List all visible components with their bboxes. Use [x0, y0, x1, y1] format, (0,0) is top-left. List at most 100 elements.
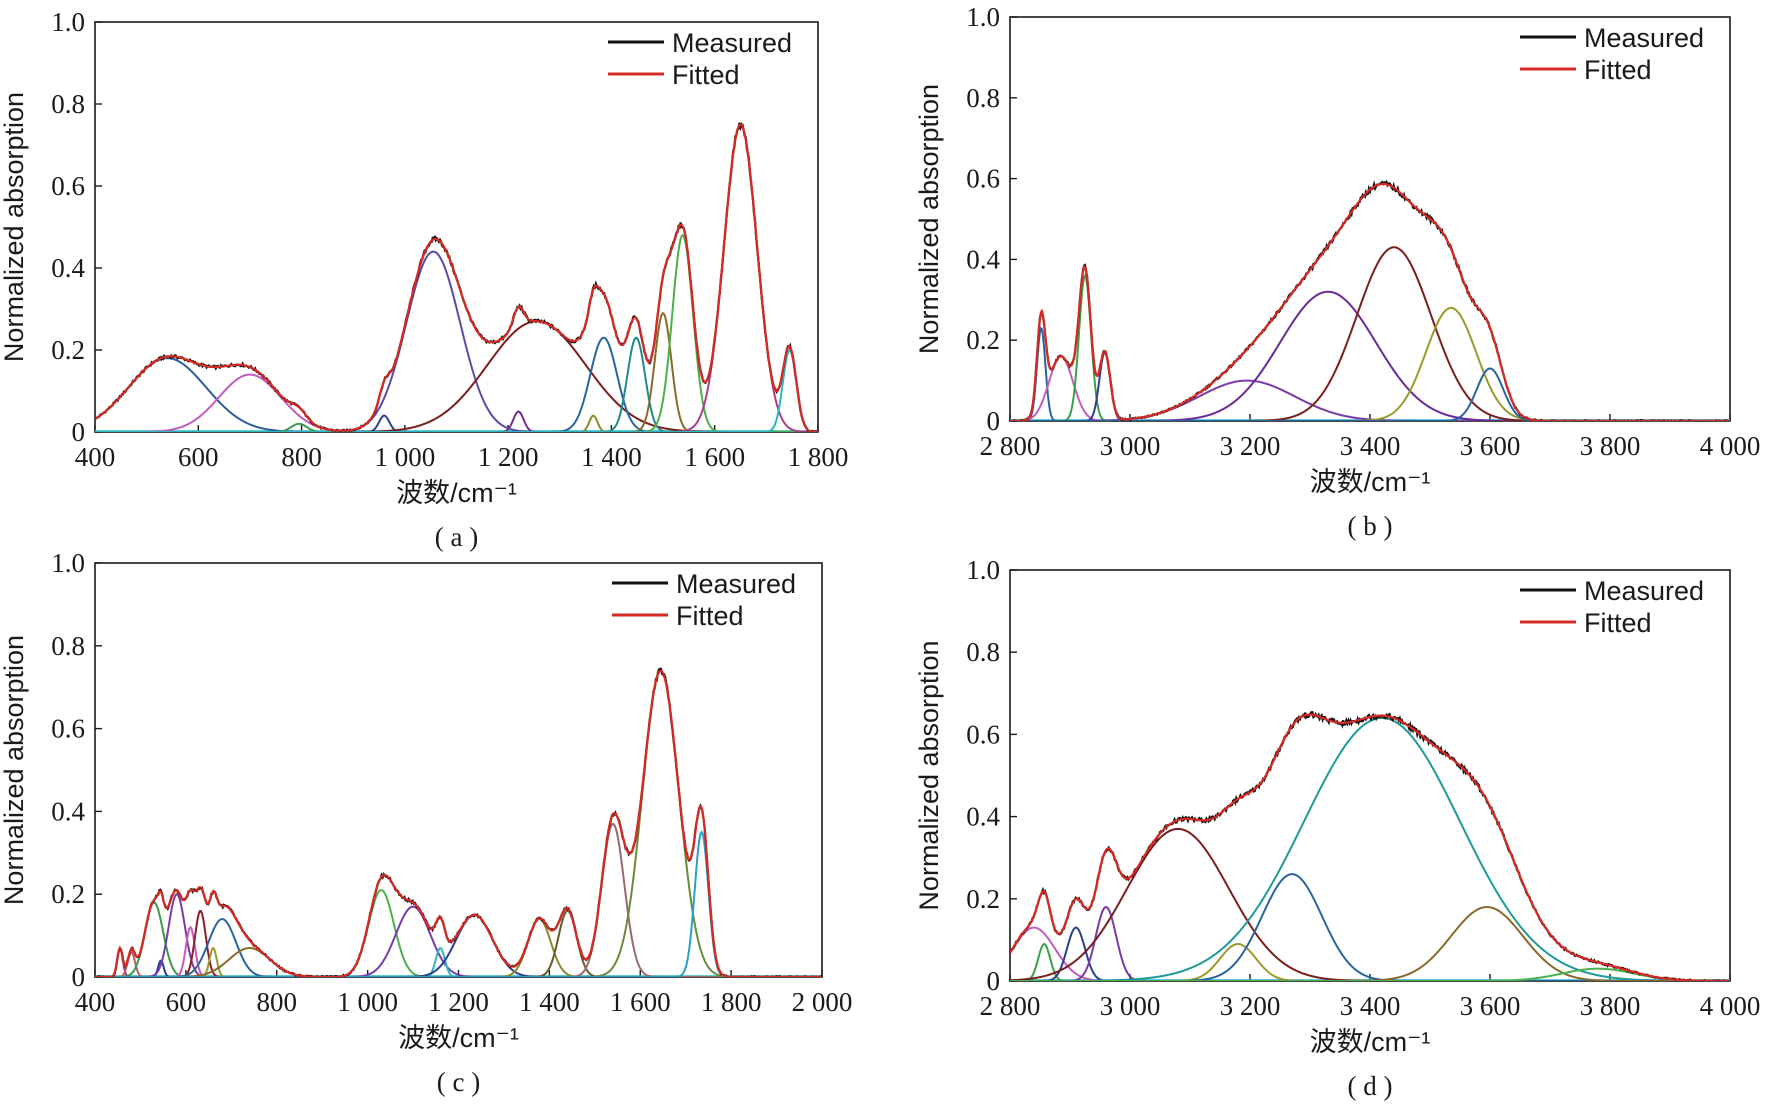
y-axis-title: Normalized absorption	[0, 635, 29, 905]
x-tick-label: 3 400	[1340, 431, 1401, 461]
x-tick-label: 3 200	[1220, 991, 1281, 1021]
panel-b: 0 0.2 0.4 0.6 0.8 1.0 2 800 3 000 3 200 3 400 3 60…	[914, 2, 1760, 541]
legend-label-measured: Measured	[1584, 23, 1704, 53]
x-tick-label: 4 000	[1700, 991, 1761, 1021]
y-tick-label: 0.4	[966, 802, 1000, 832]
component-peak-4	[1010, 350, 1730, 421]
x-tick-label: 3 800	[1580, 991, 1641, 1021]
component-peak-7	[1010, 246, 1730, 421]
x-tick-label: 600	[178, 442, 219, 472]
component-peak-14	[95, 349, 818, 432]
component-peak-8	[1010, 716, 1730, 981]
component-peak-12	[95, 233, 818, 432]
y-tick-label: 0.2	[51, 335, 85, 365]
x-axis-title: 波数/cm⁻¹	[1310, 467, 1431, 497]
component-peak-10	[1010, 967, 1730, 981]
y-axis-title: Normalized absorption	[914, 84, 944, 354]
y-tick-label: 0	[987, 966, 1001, 996]
curves	[95, 667, 822, 977]
component-peak-8	[95, 946, 822, 977]
component-peak-18	[95, 669, 822, 977]
component-peak-14	[95, 913, 822, 977]
y-tick-label: 1.0	[966, 2, 1000, 32]
x-tick-label: 2 800	[980, 431, 1041, 461]
x-tick-label: 1 600	[684, 442, 745, 472]
y-tick-label: 0.4	[966, 244, 1000, 274]
curves	[1010, 179, 1730, 421]
y-tick-label: 0.2	[966, 884, 1000, 914]
x-tick-label: 800	[281, 442, 322, 472]
x-tick-label: 3 600	[1460, 991, 1521, 1021]
x-tick-label: 1 400	[581, 442, 642, 472]
component-peak-10	[95, 947, 822, 977]
component-peak-19	[95, 830, 822, 977]
y-tick-label: 0	[72, 417, 86, 447]
component-peak-6	[1010, 290, 1730, 421]
x-tick-label: 3 000	[1100, 991, 1161, 1021]
y-tick-label: 1.0	[51, 548, 85, 578]
component-peak-3	[1010, 926, 1730, 981]
x-tick-label: 1 600	[610, 987, 671, 1017]
x-tick-label: 1 000	[374, 442, 435, 472]
component-peak-9	[95, 918, 822, 977]
y-tick-label: 0.2	[51, 879, 85, 909]
legend-label-measured: Measured	[676, 569, 796, 599]
y-tick-label: 0.6	[51, 171, 85, 201]
curves	[95, 122, 818, 432]
legend-label-fitted: Fitted	[672, 60, 740, 90]
component-peak-5	[1010, 827, 1730, 981]
component-peak-1	[1010, 326, 1730, 421]
panel-caption: ( d )	[1348, 1071, 1393, 1101]
x-tick-label: 4 000	[1700, 431, 1761, 461]
y-tick-label: 0.8	[51, 89, 85, 119]
x-tick-label: 1 200	[478, 442, 539, 472]
x-tick-label: 3 200	[1220, 431, 1281, 461]
component-peak-13	[95, 123, 818, 432]
x-tick-label: 3 400	[1340, 991, 1401, 1021]
y-tick-label: 0.4	[51, 253, 85, 283]
x-tick-label: 3 600	[1460, 431, 1521, 461]
measured-line	[1010, 179, 1730, 421]
x-axis-title: 波数/cm⁻¹	[398, 1023, 519, 1053]
x-tick-label: 3 000	[1100, 431, 1161, 461]
y-tick-label: 0.6	[966, 164, 1000, 194]
fitted-line	[1010, 182, 1730, 421]
x-tick-label: 2 800	[980, 991, 1041, 1021]
component-peak-12	[95, 905, 822, 977]
y-axis-title: Normalized absorption	[914, 640, 944, 910]
x-tick-label: 1 200	[428, 987, 489, 1017]
panel-d: 0 0.2 0.4 0.6 0.8 1.0 2 800 3 000 3 200 3 400 3 60…	[914, 555, 1760, 1101]
panel-caption: ( a )	[435, 522, 478, 552]
panel-a: 0 0.2 0.4 0.6 0.8 1.0 400 600 800 1 000 1 200 1 400…	[0, 7, 848, 552]
component-peak-9	[1010, 367, 1730, 421]
x-tick-label: 1 400	[519, 987, 580, 1017]
x-axis-title: 波数/cm⁻¹	[396, 478, 517, 508]
legend-label-fitted: Fitted	[1584, 55, 1652, 85]
component-peak-2	[95, 373, 818, 432]
y-tick-label: 0	[72, 962, 86, 992]
component-peak-2	[1010, 355, 1730, 421]
y-tick-label: 1.0	[966, 555, 1000, 585]
component-peak-1	[95, 357, 818, 432]
legend-label-measured: Measured	[672, 28, 792, 58]
x-tick-label: 1 000	[337, 987, 398, 1017]
x-tick-label: 400	[75, 987, 116, 1017]
fitted-line	[95, 669, 822, 977]
x-tick-label: 600	[166, 987, 207, 1017]
x-axis-title: 波数/cm⁻¹	[1310, 1027, 1431, 1057]
y-tick-label: 0	[987, 406, 1001, 436]
x-tick-label: 2 000	[792, 987, 853, 1017]
legend-label-fitted: Fitted	[676, 601, 744, 631]
panel-caption: ( b )	[1348, 511, 1393, 541]
legend-label-fitted: Fitted	[1584, 608, 1652, 638]
x-tick-label: 1 800	[788, 442, 849, 472]
component-peak-5	[95, 250, 818, 432]
component-peak-4	[1010, 906, 1730, 981]
y-tick-label: 0.8	[966, 637, 1000, 667]
component-peak-3	[1010, 273, 1730, 421]
x-tick-label: 3 800	[1580, 431, 1641, 461]
y-tick-label: 0.6	[51, 714, 85, 744]
